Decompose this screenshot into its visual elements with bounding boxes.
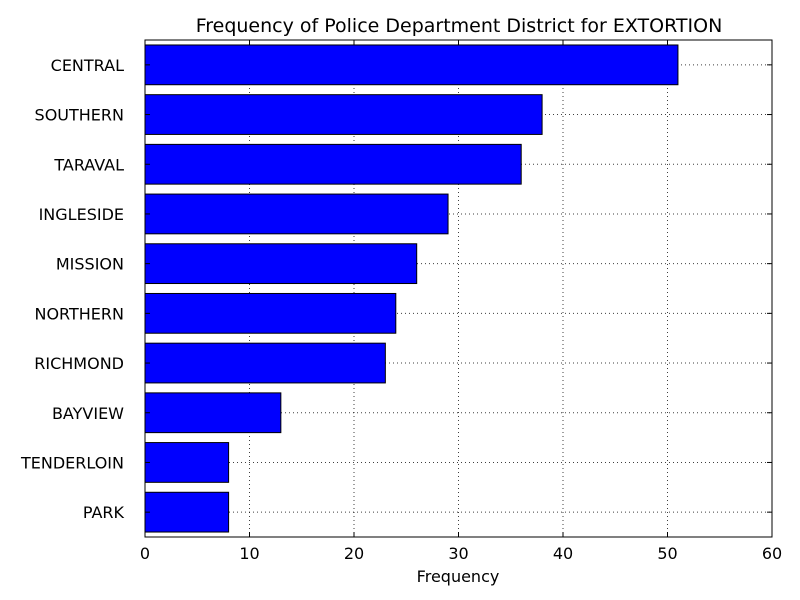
category-label-richmond: RICHMOND — [34, 354, 124, 373]
category-label-park: PARK — [83, 503, 125, 522]
bar-northern — [144, 292, 397, 334]
x-tick-label: 10 — [239, 544, 259, 563]
bars-layer — [144, 44, 679, 533]
bar-tenderloin — [144, 442, 230, 483]
ticks-layer — [144, 40, 773, 537]
x-axis-label: Frequency — [417, 567, 500, 586]
x-tick-label: 50 — [657, 544, 677, 563]
category-label-bayview: BAYVIEW — [52, 404, 124, 423]
x-tick-label: 20 — [344, 544, 364, 563]
x-tick-label: 40 — [553, 544, 573, 563]
x-tick-label: 30 — [448, 544, 468, 563]
category-label-tenderloin: TENDERLOIN — [20, 453, 124, 472]
category-label-mission: MISSION — [56, 255, 124, 274]
x-tick-label: 0 — [140, 544, 150, 563]
category-label-northern: NORTHERN — [34, 304, 124, 323]
bar-bayview — [144, 392, 282, 434]
x-tick-label: 60 — [762, 544, 782, 563]
category-label-taraval: TARAVAL — [53, 155, 124, 174]
bar-mission — [144, 243, 418, 285]
bar-ingleside — [144, 193, 449, 235]
x-tick-labels: 0 10 20 30 40 50 60 — [140, 544, 782, 563]
bar-southern — [144, 94, 543, 135]
category-label-ingleside: INGLESIDE — [39, 205, 124, 224]
category-label-southern: SOUTHERN — [35, 106, 124, 125]
chart-title: Frequency of Police Department District … — [196, 15, 723, 37]
category-labels: CENTRAL SOUTHERN TARAVAL INGLESIDE MISSION NO… — [20, 56, 125, 522]
category-label-central: CENTRAL — [51, 56, 124, 75]
bar-taraval — [144, 143, 522, 185]
bar-central — [144, 44, 679, 86]
bar-park — [144, 491, 230, 533]
bar-richmond — [144, 342, 386, 384]
